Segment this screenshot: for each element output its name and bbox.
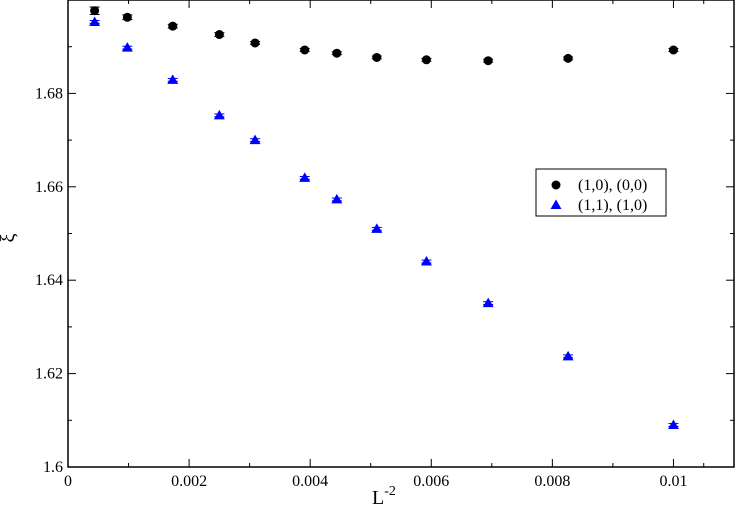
data-point-circle xyxy=(483,56,493,66)
x-axis-label-exponent: -2 xyxy=(384,484,396,499)
data-point-circle xyxy=(214,30,224,40)
y-tick-label: 1.6 xyxy=(43,459,63,476)
data-point-circle xyxy=(168,21,178,31)
data-point-circle xyxy=(300,45,310,55)
data-point-circle xyxy=(332,48,342,58)
x-tick-label: 0.004 xyxy=(292,473,328,490)
legend-marker xyxy=(551,180,561,190)
data-point-triangle xyxy=(331,193,343,204)
legend-label: (1,0), (0,0) xyxy=(578,177,647,194)
y-tick-label: 1.62 xyxy=(35,366,63,383)
x-axis-ticks: 0 0.002 0.004 0.006 0.008 0.01 xyxy=(64,0,705,490)
legend-marker xyxy=(550,199,562,209)
x-axis-label: L-2 xyxy=(372,484,396,509)
data-point-triangle xyxy=(121,42,133,52)
data-point-triangle xyxy=(167,74,179,84)
data-point-triangle xyxy=(89,16,101,26)
x-tick-label: 0.008 xyxy=(534,473,570,490)
data-point-triangle xyxy=(213,109,225,120)
data-point-triangle xyxy=(667,419,679,429)
data-point-triangle xyxy=(562,350,574,361)
data-point-circle xyxy=(122,12,132,22)
data-point-triangle xyxy=(249,134,261,145)
data-point-triangle xyxy=(420,256,432,266)
x-tick-label: 0.01 xyxy=(659,473,687,490)
data-point-circle xyxy=(668,45,678,55)
y-axis-label: ξ xyxy=(0,233,19,242)
data-point-triangle xyxy=(371,223,383,233)
plot-frame xyxy=(67,0,735,468)
legend-label: (1,1), (1,0) xyxy=(578,197,647,214)
y-axis-ticks: 1.6 1.62 1.64 1.66 1.68 xyxy=(35,46,734,476)
x-tick-label: 0.006 xyxy=(413,473,449,490)
legend: (1,0), (0,0) (1,1), (1,0) xyxy=(535,168,667,217)
data-point-circle xyxy=(372,52,382,62)
data-point-circle xyxy=(563,53,573,63)
x-tick-label: 0 xyxy=(64,473,72,490)
data-point-circle xyxy=(421,55,431,65)
data-point-triangle xyxy=(299,172,311,182)
y-tick-label: 1.66 xyxy=(35,179,63,196)
x-tick-label: 0.002 xyxy=(171,473,207,490)
data-point-circle xyxy=(250,38,260,48)
data-marks xyxy=(89,6,679,429)
data-point-circle xyxy=(90,6,100,16)
y-tick-label: 1.68 xyxy=(35,85,63,102)
y-tick-label: 1.64 xyxy=(35,272,63,289)
data-point-triangle xyxy=(482,297,494,308)
x-axis-label-base: L xyxy=(372,487,384,509)
